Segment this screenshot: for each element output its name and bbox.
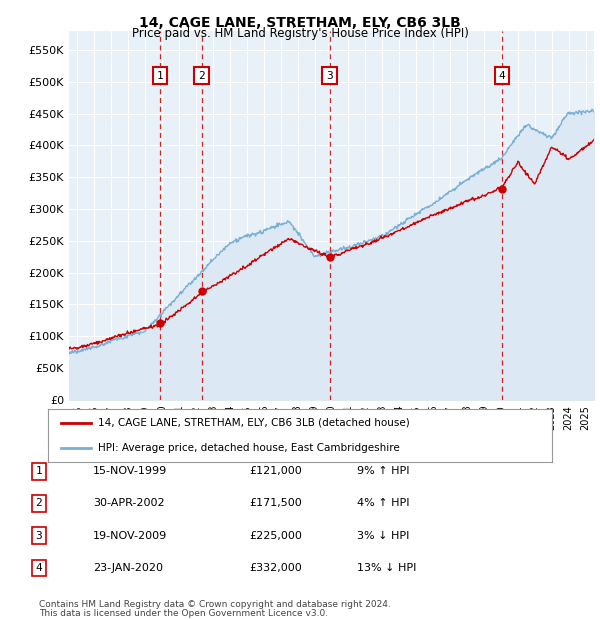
Text: £121,000: £121,000 [249, 466, 302, 476]
Text: £225,000: £225,000 [249, 531, 302, 541]
Text: 14, CAGE LANE, STRETHAM, ELY, CB6 3LB: 14, CAGE LANE, STRETHAM, ELY, CB6 3LB [139, 16, 461, 30]
Text: 4: 4 [499, 71, 505, 81]
Text: 1: 1 [35, 466, 43, 476]
Text: 4% ↑ HPI: 4% ↑ HPI [357, 498, 409, 508]
Text: 30-APR-2002: 30-APR-2002 [93, 498, 164, 508]
Text: Contains HM Land Registry data © Crown copyright and database right 2024.: Contains HM Land Registry data © Crown c… [39, 600, 391, 609]
Text: £332,000: £332,000 [249, 563, 302, 573]
Text: 14, CAGE LANE, STRETHAM, ELY, CB6 3LB (detached house): 14, CAGE LANE, STRETHAM, ELY, CB6 3LB (d… [98, 418, 410, 428]
Text: 3: 3 [35, 531, 43, 541]
Text: 2: 2 [198, 71, 205, 81]
Text: £171,500: £171,500 [249, 498, 302, 508]
Text: 3% ↓ HPI: 3% ↓ HPI [357, 531, 409, 541]
Text: 4: 4 [35, 563, 43, 573]
Text: 3: 3 [326, 71, 333, 81]
Text: HPI: Average price, detached house, East Cambridgeshire: HPI: Average price, detached house, East… [98, 443, 400, 453]
Text: 19-NOV-2009: 19-NOV-2009 [93, 531, 167, 541]
Text: This data is licensed under the Open Government Licence v3.0.: This data is licensed under the Open Gov… [39, 608, 328, 618]
Text: 1: 1 [157, 71, 163, 81]
Text: 23-JAN-2020: 23-JAN-2020 [93, 563, 163, 573]
Text: 9% ↑ HPI: 9% ↑ HPI [357, 466, 409, 476]
Text: 13% ↓ HPI: 13% ↓ HPI [357, 563, 416, 573]
Text: Price paid vs. HM Land Registry's House Price Index (HPI): Price paid vs. HM Land Registry's House … [131, 27, 469, 40]
Text: 2: 2 [35, 498, 43, 508]
Text: 15-NOV-1999: 15-NOV-1999 [93, 466, 167, 476]
